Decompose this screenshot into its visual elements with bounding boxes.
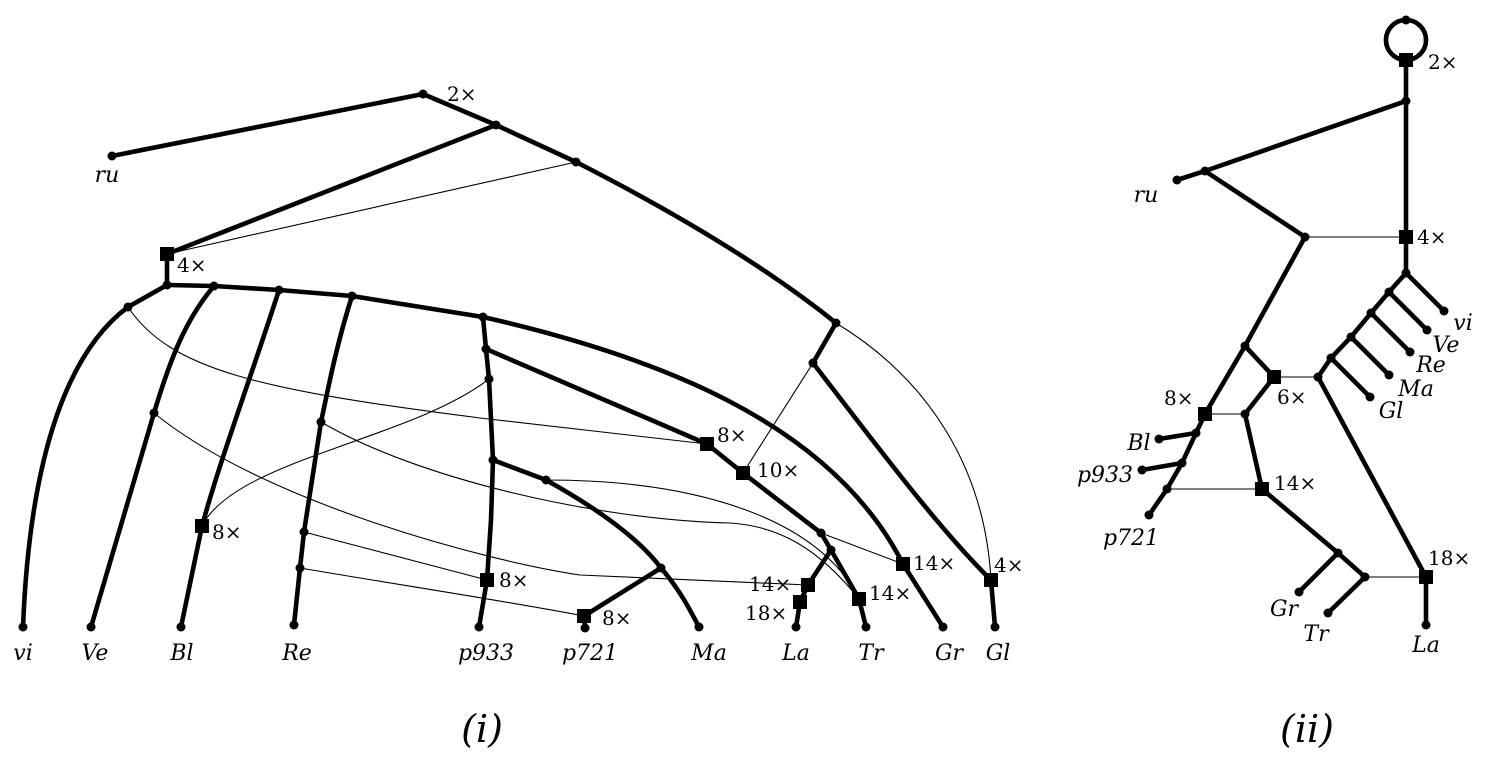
leaf-label-vi: vi: [1453, 311, 1472, 336]
leaf-label-re: Re: [281, 641, 312, 666]
leaf-label-gr: Gr: [1270, 597, 1300, 622]
multiplicity-label: 14×: [1274, 471, 1316, 495]
leaf-label-re: Re: [1415, 353, 1446, 378]
leaf-label-bl: Bl: [1126, 431, 1150, 456]
leaf-label-p721: p721: [1103, 526, 1159, 551]
multiplicity-label: 4×: [994, 553, 1023, 577]
multiplicity-label: 10×: [757, 458, 799, 482]
panel-ii-multiplicity-labels: 2× 4× 8× 6× 14× 18×: [1164, 50, 1470, 570]
leaf-label-vi: vi: [13, 641, 32, 666]
leaf-label-ve: Ve: [1433, 333, 1460, 358]
multiplicity-label: 14×: [869, 581, 911, 605]
multiplicity-label: 18×: [745, 601, 787, 625]
panel-caption-ii: (ii): [1280, 707, 1334, 751]
leaf-label-ma: Ma: [1397, 377, 1434, 402]
leaf-label-la: La: [1411, 633, 1440, 658]
panel-ii-nodes: [1137, 15, 1449, 630]
multiplicity-label: 4×: [177, 253, 206, 277]
leaf-label-gl: Gl: [1379, 399, 1404, 424]
panel-i: ru vi Ve Bl Re p933 p721 Ma La Tr Gr Gl …: [13, 82, 1023, 751]
leaf-label-p933: p933: [458, 641, 514, 666]
multiplicity-label: 4×: [1417, 225, 1446, 249]
multiplicity-label: 8×: [717, 423, 746, 447]
leaf-label-ve: Ve: [82, 641, 109, 666]
leaf-label-tr: Tr: [1303, 622, 1330, 647]
panel-i-multiplicity-labels: 2× 4× 8× 8× 10× 8× 8× 14× 18× 14× 14× 4×: [177, 82, 1023, 630]
panel-i-reticulation-edges: [127, 161, 992, 617]
multiplicity-label: 8×: [1164, 386, 1193, 410]
multiplicity-label: 14×: [749, 572, 791, 596]
panel-ii-tree-edges: [1139, 17, 1447, 628]
panel-caption-i: (i): [461, 707, 503, 751]
leaf-label-bl: Bl: [169, 641, 193, 666]
leaf-label-p721: p721: [562, 641, 618, 666]
multiplicity-label: 8×: [499, 568, 528, 592]
leaf-label-ru: ru: [1134, 183, 1159, 208]
panel-i-leaf-labels: ru vi Ve Bl Re p933 p721 Ma La Tr Gr Gl: [13, 163, 1010, 666]
leaf-label-p933: p933: [1077, 463, 1133, 488]
multiplicity-label: 18×: [1428, 546, 1470, 570]
leaf-label-tr: Tr: [858, 641, 885, 666]
multiplicity-label: 8×: [602, 606, 631, 630]
multiplicity-label: 2×: [447, 82, 476, 106]
multiplicity-label: 2×: [1428, 50, 1457, 74]
leaf-label-ma: Ma: [690, 641, 727, 666]
panel-i-nodes: [18, 89, 1000, 633]
leaf-label-ru: ru: [95, 163, 120, 188]
panel-ii: ru vi Ve Re Ma Gl Bl p933 p721 Gr Tr La …: [1077, 15, 1473, 751]
leaf-label-gl: Gl: [986, 641, 1011, 666]
multiplicity-label: 6×: [1277, 385, 1306, 409]
leaf-label-la: La: [781, 641, 810, 666]
panel-i-tree-edges: [20, 91, 998, 631]
leaf-label-gr: Gr: [935, 641, 965, 666]
multiplicity-label: 8×: [212, 520, 241, 544]
multiplicity-label: 14×: [913, 551, 955, 575]
panel-ii-leaf-labels: ru vi Ve Re Ma Gl Bl p933 p721 Gr Tr La: [1077, 183, 1473, 658]
